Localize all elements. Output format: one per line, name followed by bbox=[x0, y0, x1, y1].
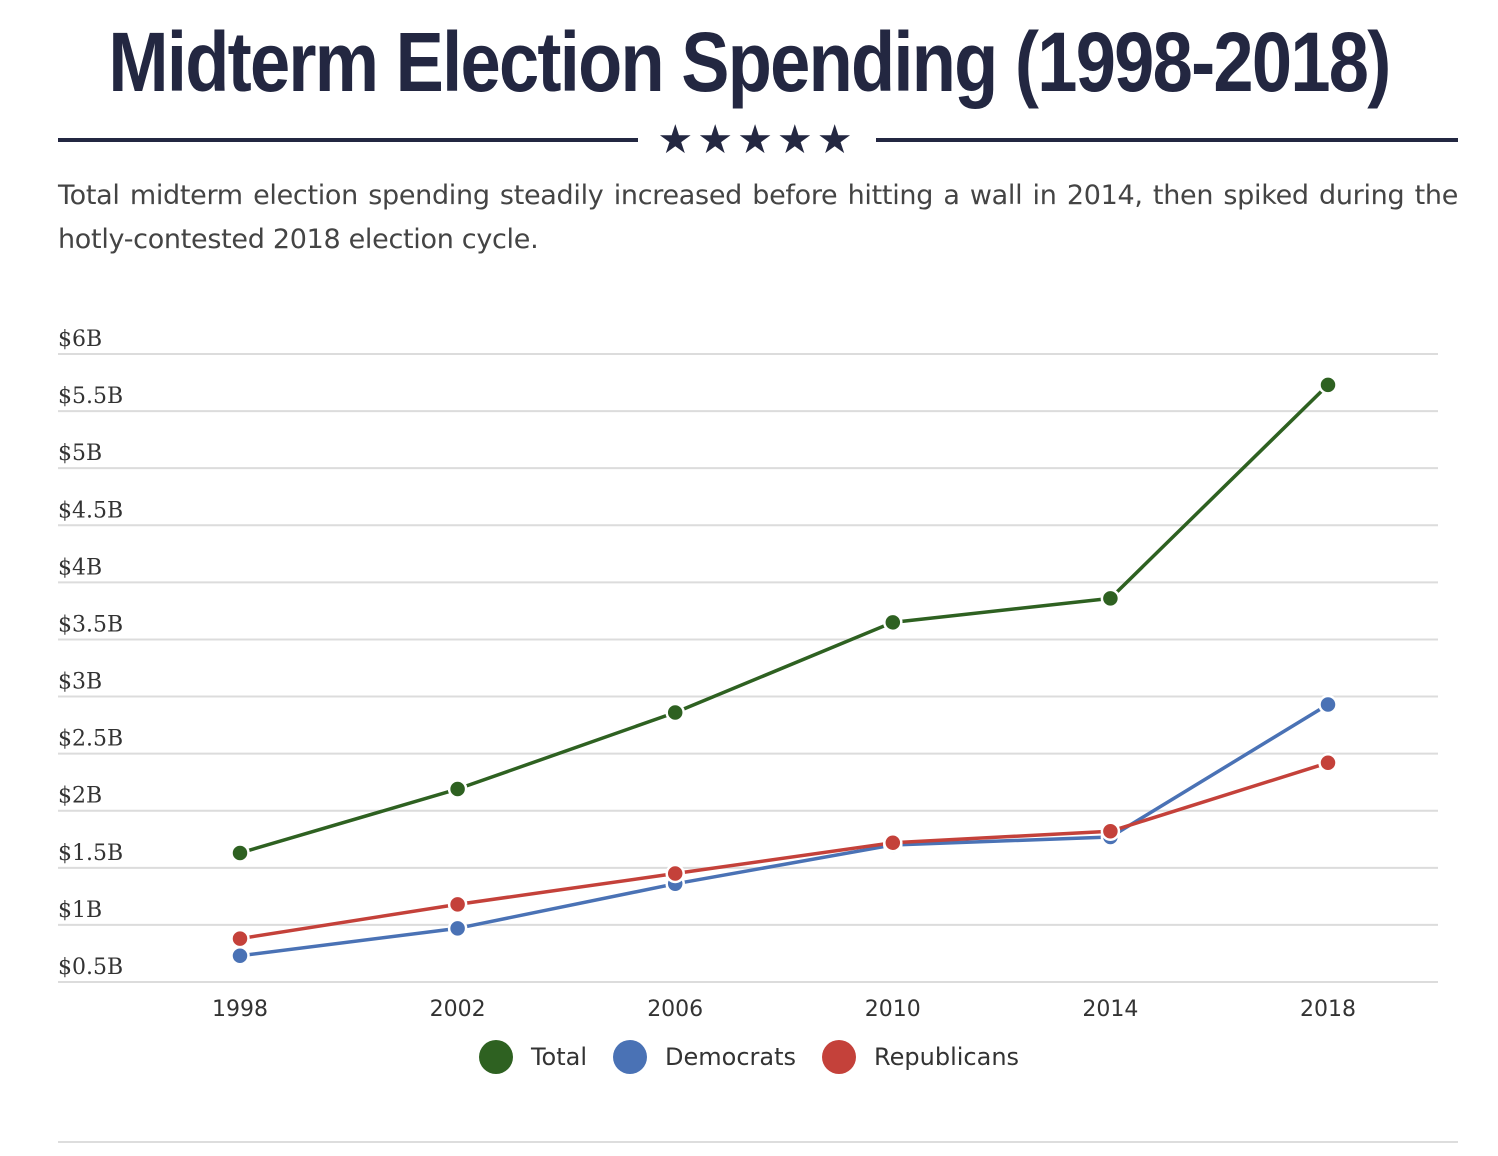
series-line-democrats bbox=[239, 703, 1329, 958]
legend-swatch-total bbox=[478, 1040, 513, 1074]
y-tick-label: $3B bbox=[58, 670, 102, 695]
title-divider-left bbox=[58, 138, 638, 142]
legend-swatch-republicans bbox=[822, 1040, 857, 1074]
line-chart: $0.5B $1B $1.5B $2B $2.5B $3B $3.5B $4B $4.5B $5B… bbox=[58, 327, 1438, 1020]
x-tick-label: 1998 bbox=[212, 997, 268, 1020]
title-divider-right bbox=[876, 138, 1458, 142]
data-point-democrats[interactable] bbox=[1318, 694, 1338, 715]
x-tick-label: 2006 bbox=[647, 997, 703, 1020]
y-tick-label: $0.5B bbox=[58, 955, 123, 980]
x-tick-label: 2018 bbox=[1300, 997, 1356, 1020]
series-line-total bbox=[239, 383, 1330, 855]
data-point-total[interactable] bbox=[665, 702, 685, 723]
series-line-republicans bbox=[239, 761, 1329, 941]
y-tick-label: $5B bbox=[58, 441, 102, 466]
data-point-total[interactable] bbox=[883, 612, 903, 633]
data-point-republicans[interactable] bbox=[230, 928, 250, 949]
stars-ornament: ★★★★★ bbox=[657, 117, 857, 163]
legend-label-total: Total bbox=[530, 1043, 588, 1071]
y-tick-label: $4B bbox=[58, 555, 102, 580]
x-tick-label: 2002 bbox=[430, 997, 486, 1020]
data-point-democrats[interactable] bbox=[447, 918, 468, 939]
legend-item-total[interactable]: Total bbox=[478, 1040, 588, 1074]
y-tick-label: $4.5B bbox=[58, 498, 123, 523]
legend-swatch-democrats bbox=[613, 1040, 648, 1074]
chart-subtitle: Total midterm election spending steadily… bbox=[58, 180, 1458, 255]
y-axis-ticks: $0.5B $1B $1.5B $2B $2.5B $3B $3.5B $4B $4.5B $5B… bbox=[58, 327, 123, 980]
x-tick-label: 2014 bbox=[1082, 997, 1138, 1020]
chart-series bbox=[230, 375, 1338, 966]
data-point-total[interactable] bbox=[447, 779, 468, 799]
page-title: Midterm Election Spending (1998-2018) bbox=[108, 15, 1391, 109]
legend-item-republicans[interactable]: Republicans bbox=[822, 1040, 1019, 1074]
legend-label-republicans: Republicans bbox=[874, 1043, 1020, 1071]
data-point-republicans[interactable] bbox=[1318, 753, 1338, 773]
gridlines bbox=[58, 353, 1438, 983]
y-tick-label: $6B bbox=[58, 327, 102, 352]
data-point-republicans[interactable] bbox=[665, 863, 685, 884]
data-point-total[interactable] bbox=[1100, 588, 1121, 609]
y-tick-label: $5.5B bbox=[58, 384, 123, 409]
data-point-republicans[interactable] bbox=[447, 894, 468, 915]
y-tick-label: $2B bbox=[58, 784, 102, 809]
data-point-republicans[interactable] bbox=[1100, 821, 1121, 842]
y-tick-label: $2.5B bbox=[58, 727, 123, 752]
x-axis-ticks: 1998 2002 2006 2010 2014 2018 bbox=[212, 997, 1356, 1020]
bottom-divider bbox=[58, 1141, 1458, 1143]
chart-legend: Total Democrats Republicans bbox=[0, 1040, 1498, 1074]
data-point-total[interactable] bbox=[230, 843, 250, 863]
data-point-democrats[interactable] bbox=[230, 945, 250, 966]
y-tick-label: $1B bbox=[58, 898, 102, 923]
y-tick-label: $3.5B bbox=[58, 612, 123, 637]
legend-item-democrats[interactable]: Democrats bbox=[613, 1040, 796, 1074]
data-point-total[interactable] bbox=[1318, 375, 1338, 395]
data-point-republicans[interactable] bbox=[883, 832, 903, 853]
y-tick-label: $1.5B bbox=[58, 841, 123, 866]
x-tick-label: 2010 bbox=[865, 997, 921, 1020]
legend-label-democrats: Democrats bbox=[665, 1043, 797, 1071]
